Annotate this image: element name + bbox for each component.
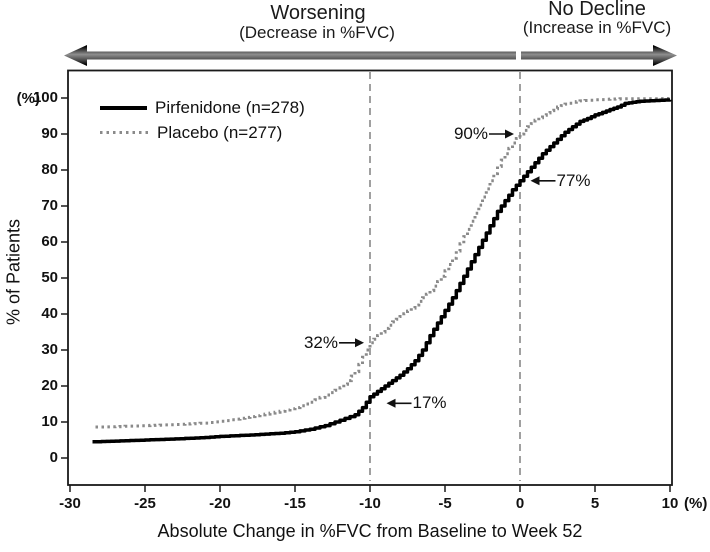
annotation-label-17: 17% xyxy=(412,393,447,413)
annotation-label-77: 77% xyxy=(556,170,591,190)
annotation-arrow-head xyxy=(530,176,540,186)
y-axis-unit: (%) xyxy=(16,90,40,107)
y-tick-label: 80 xyxy=(41,161,58,178)
y-tick-label: 40 xyxy=(41,305,58,322)
x-tick-label: 10 xyxy=(661,495,679,512)
legend-item-pirfenidone: Pirfenidone (n=278) xyxy=(100,95,305,120)
x-axis-title: Absolute Change in %FVC from Baseline to… xyxy=(157,521,583,541)
no-decline-region-subtitle: (Increase in %FVC) xyxy=(522,18,672,37)
annotation-label-90: 90% xyxy=(453,124,488,143)
legend-item-placebo: Placebo (n=277) xyxy=(100,120,305,145)
annotation-label-32: 32% xyxy=(303,332,338,352)
annotation-arrow-head xyxy=(386,398,396,408)
annotation-arrow-head xyxy=(355,338,364,348)
y-tick-label: 30 xyxy=(41,341,58,358)
legend-label: Pirfenidone (n=278) xyxy=(155,97,305,117)
x-tick-label: 0 xyxy=(515,495,525,512)
x-tick-label: -15 xyxy=(284,495,306,512)
pirfenidone-curve xyxy=(92,98,672,444)
worsening-region-title: Worsening xyxy=(270,2,366,24)
x-tick-label: -25 xyxy=(134,495,156,512)
y-tick-label: 0 xyxy=(49,449,58,466)
y-tick-label: 60 xyxy=(41,233,58,250)
y-tick-label: 50 xyxy=(41,269,58,286)
x-tick-label: -5 xyxy=(438,495,452,512)
y-tick-label: 90 xyxy=(41,125,58,142)
x-tick-label: -10 xyxy=(359,495,381,512)
no-decline-region-title: No Decline xyxy=(548,0,646,20)
y-tick-label: 100 xyxy=(32,89,58,106)
y-tick-label: 20 xyxy=(41,377,58,394)
x-tick-label: -30 xyxy=(59,495,81,512)
worsening-region-subtitle: (Decrease in %FVC) xyxy=(239,23,395,42)
legend: Pirfenidone (n=278) Placebo (n=277) xyxy=(100,95,305,145)
annotation-arrow-head xyxy=(505,129,514,139)
y-tick-label: 70 xyxy=(41,197,58,214)
x-tick-label: -20 xyxy=(209,495,231,512)
placebo-line-swatch xyxy=(100,131,149,134)
legend-label: Placebo (n=277) xyxy=(157,122,283,142)
x-tick-label: 5 xyxy=(590,495,600,512)
x-axis-unit: (%) xyxy=(684,495,708,512)
placebo-curve xyxy=(95,97,672,429)
y-tick-label: 10 xyxy=(41,413,58,430)
pirfenidone-line-swatch xyxy=(100,105,147,110)
